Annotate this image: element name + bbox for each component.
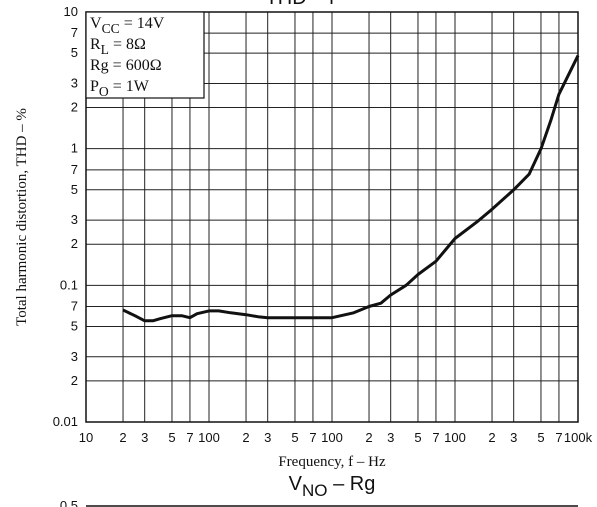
- y-tick-label: 0.1: [60, 277, 78, 292]
- y-tick-label: 7: [71, 162, 78, 177]
- x-tick-label: 3: [387, 430, 394, 445]
- x-tick-label: 100: [198, 430, 220, 445]
- x-tick-label: 3: [264, 430, 271, 445]
- label: VCC = 14V: [90, 15, 165, 36]
- y-tick-label: 5: [71, 182, 78, 197]
- x-tick-label: 100: [321, 430, 343, 445]
- x-tick-label: 100: [444, 430, 466, 445]
- x-tick-label: 7: [309, 430, 316, 445]
- label: PO = 1W: [90, 78, 150, 99]
- label: VNO – Rg: [289, 473, 376, 500]
- y-tick-label: 7: [71, 25, 78, 40]
- label-part: V: [90, 15, 102, 32]
- x-tick-label: 5: [291, 430, 298, 445]
- y-tick-label: 3: [71, 349, 78, 364]
- y-tick-label: 3: [71, 212, 78, 227]
- y-tick-label: 5: [71, 318, 78, 333]
- data-line: [122, 54, 580, 323]
- label: RL = 8Ω: [90, 36, 146, 57]
- label-part: V: [289, 473, 303, 495]
- x-tick-label: 3: [510, 430, 517, 445]
- y-tick-label: 1: [71, 141, 78, 156]
- x-tick-label: 2: [365, 430, 372, 445]
- x-tick-label: 2: [488, 430, 495, 445]
- y-tick-label: 2: [71, 100, 78, 115]
- subscript: CC: [102, 21, 120, 36]
- annotation-box: [85, 11, 205, 99]
- label-part: P: [90, 78, 99, 95]
- label-part: = 14V: [120, 15, 165, 32]
- x-tick-label: 5: [168, 430, 175, 445]
- plot-frame: [85, 11, 579, 423]
- y-tick-label: 2: [71, 373, 78, 388]
- x-tick-label: 2: [242, 430, 249, 445]
- subscript: L: [101, 42, 109, 57]
- x-axis-label: Frequency, f – Hz: [278, 454, 386, 470]
- y-tick-label: 0.5: [60, 498, 78, 507]
- x-tick-label: 7: [555, 430, 562, 445]
- x-tick-label: 5: [414, 430, 421, 445]
- y-tick-label: 7: [71, 299, 78, 314]
- label-part: R: [90, 36, 101, 53]
- label-part: = 1W: [109, 78, 150, 95]
- x-tick-label: 7: [432, 430, 439, 445]
- subscript: NO: [302, 481, 328, 500]
- x-tick-label: 10: [79, 430, 93, 445]
- y-axis-label: Total harmonic distortion, THD – %: [14, 108, 30, 326]
- y-tick-label: 10: [64, 4, 78, 19]
- y-tick-label: 0.01: [53, 414, 78, 429]
- x-tick-label: 5: [537, 430, 544, 445]
- x-tick-label: 7: [186, 430, 193, 445]
- label: Rg = 600Ω: [90, 57, 162, 74]
- y-tick-label: 5: [71, 45, 78, 60]
- chart-title: THD – f: [266, 0, 335, 9]
- label-part: Rg = 600Ω: [90, 57, 162, 74]
- subscript: O: [99, 84, 109, 99]
- label-part: = 8Ω: [109, 36, 146, 53]
- x-tick-label: 2: [119, 430, 126, 445]
- x-tick-label: 3: [141, 430, 148, 445]
- y-tick-label: 2: [71, 236, 78, 251]
- label-part: – Rg: [328, 473, 376, 495]
- x-tick-label: 100k: [564, 430, 593, 445]
- y-tick-label: 3: [71, 75, 78, 90]
